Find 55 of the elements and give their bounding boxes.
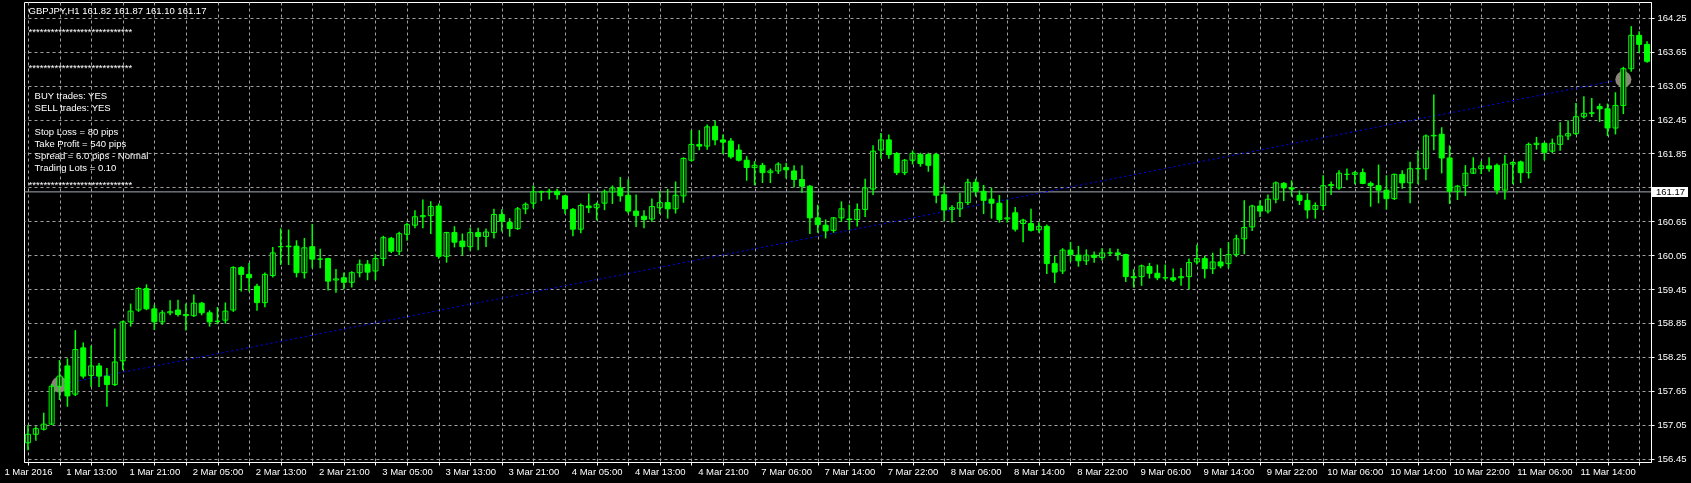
y-tick-label: 162.45	[1657, 114, 1687, 126]
x-tick-label: 2 Mar 13:00	[255, 465, 307, 477]
y-tick-label: 158.25	[1657, 351, 1687, 363]
y-tick-label: 163.65	[1657, 46, 1687, 58]
y-tick-label: 160.65	[1657, 215, 1687, 227]
x-tick-label: 11 Mar 14:00	[1580, 465, 1636, 477]
candlestick	[546, 188, 553, 200]
x-tick-label: 11 Mar 06:00	[1517, 465, 1573, 477]
x-tick-label: 3 Mar 05:00	[382, 465, 433, 477]
candlestick	[332, 269, 339, 293]
annotation: Take Profit = 540 pips	[34, 137, 127, 149]
y-tick-label: 159.45	[1657, 283, 1687, 295]
chart-title: GBPJPY,H1 161.82 161.87 161.10 161.17	[28, 4, 207, 16]
x-tick-label: 9 Mar 06:00	[1140, 465, 1192, 477]
x-tick-label: 10 Mar 22:00	[1453, 465, 1510, 477]
annotation: Trading Lots = 0.10	[34, 161, 117, 173]
candlestick	[1588, 97, 1595, 117]
y-tick-label: 157.65	[1657, 385, 1687, 397]
annotation: BUY trades: YES	[34, 89, 108, 101]
x-tick-label: 4 Mar 05:00	[571, 465, 623, 477]
x-tick-label: 8 Mar 14:00	[1014, 465, 1065, 477]
annotation: Stop Loss = 80 pips	[34, 125, 119, 137]
y-tick-label: 156.45	[1657, 453, 1687, 465]
y-tick-label: 161.85	[1657, 147, 1687, 159]
annotation: ****************************	[28, 62, 133, 74]
candlestick	[1430, 94, 1437, 151]
x-tick-label: 8 Mar 06:00	[950, 465, 1002, 477]
y-tick-label: 164.25	[1657, 12, 1687, 24]
x-tick-label: 9 Mar 22:00	[1266, 465, 1318, 477]
annotation: Spread = 6.0 pips - Normal	[34, 149, 149, 161]
x-tick-label: 7 Mar 22:00	[887, 465, 939, 477]
x-tick-label: 1 Mar 2016	[4, 465, 53, 477]
annotation: ****************************	[28, 178, 133, 190]
x-tick-label: 2 Mar 05:00	[192, 465, 244, 477]
x-tick-label: 3 Mar 13:00	[445, 465, 497, 477]
x-tick-label: 10 Mar 06:00	[1327, 465, 1384, 477]
x-tick-label: 10 Mar 14:00	[1390, 465, 1447, 477]
annotation: ****************************	[28, 26, 133, 38]
annotation: SELL trades: YES	[34, 101, 111, 113]
x-tick-label: 3 Mar 21:00	[508, 465, 560, 477]
y-tick-label: 157.05	[1657, 419, 1687, 431]
x-tick-label: 7 Mar 06:00	[761, 465, 813, 477]
ref-line-label: 161.17	[1656, 185, 1686, 197]
x-tick-label: 4 Mar 21:00	[698, 465, 749, 477]
y-tick-label: 160.05	[1657, 249, 1687, 261]
y-tick-label: 158.85	[1657, 317, 1687, 329]
x-tick-label: 1 Mar 21:00	[129, 465, 181, 477]
y-tick-label: 163.05	[1657, 80, 1687, 92]
x-tick-label: 9 Mar 14:00	[1203, 465, 1255, 477]
x-tick-label: 1 Mar 13:00	[66, 465, 117, 477]
x-tick-label: 7 Mar 14:00	[824, 465, 876, 477]
candlestick	[530, 185, 537, 209]
x-tick-label: 4 Mar 13:00	[634, 465, 686, 477]
x-tick-label: 8 Mar 22:00	[1077, 465, 1128, 477]
x-tick-label: 2 Mar 21:00	[319, 465, 370, 477]
